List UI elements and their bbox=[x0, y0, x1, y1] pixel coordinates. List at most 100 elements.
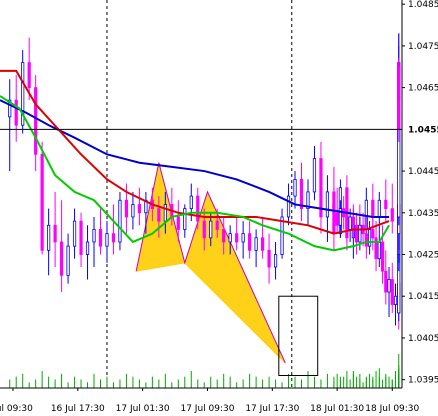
candle-body bbox=[241, 233, 245, 243]
candle-body bbox=[260, 237, 265, 251]
candle-body bbox=[335, 212, 339, 226]
candle-up bbox=[393, 283, 398, 326]
candle-body bbox=[312, 158, 317, 193]
candle-up bbox=[254, 229, 258, 268]
candle-body bbox=[118, 199, 122, 243]
candle-body bbox=[176, 216, 180, 230]
candle-body bbox=[293, 178, 297, 197]
candle-body bbox=[306, 191, 310, 210]
y-tick-label: 1.0395 bbox=[408, 376, 438, 386]
x-tick-label: 17 Jul 01:30 bbox=[116, 404, 170, 414]
candle-down bbox=[40, 141, 44, 255]
candle-down bbox=[27, 37, 31, 101]
candle-body bbox=[235, 233, 239, 243]
candle-body bbox=[98, 229, 103, 247]
candle-up bbox=[273, 241, 278, 280]
candle-body bbox=[105, 233, 109, 247]
candle-up bbox=[66, 233, 70, 284]
candle-down bbox=[332, 187, 336, 226]
candle-body bbox=[209, 220, 213, 239]
candle-up bbox=[183, 204, 187, 238]
candle-up bbox=[286, 183, 291, 226]
candle-body bbox=[21, 62, 25, 126]
candle-body bbox=[27, 62, 31, 89]
candle-down bbox=[222, 216, 226, 255]
candle-down bbox=[267, 233, 271, 284]
candle-up bbox=[8, 79, 12, 172]
candle-body bbox=[374, 237, 378, 260]
candle-body bbox=[47, 224, 51, 251]
candle-body bbox=[355, 224, 359, 243]
candle-body bbox=[137, 204, 142, 214]
candle-body bbox=[393, 295, 398, 305]
candle-body bbox=[40, 153, 44, 251]
candle-body bbox=[14, 99, 18, 126]
candle-body bbox=[196, 195, 200, 222]
candle-down bbox=[374, 221, 378, 272]
candle-body bbox=[202, 220, 206, 239]
moving-average-line-3 bbox=[0, 95, 390, 252]
candle-body bbox=[377, 199, 381, 218]
candle-body bbox=[34, 87, 38, 155]
candle-up bbox=[131, 191, 135, 230]
candle-up bbox=[241, 221, 245, 259]
candle-body bbox=[345, 216, 349, 230]
candle-body bbox=[332, 204, 336, 214]
session-separators bbox=[106, 0, 293, 388]
candle-up bbox=[228, 225, 232, 255]
candle-down bbox=[384, 179, 388, 222]
candle-body bbox=[367, 229, 372, 247]
candle-down bbox=[384, 250, 388, 305]
candle-down bbox=[260, 216, 265, 259]
candle-body bbox=[380, 241, 385, 272]
x-tick-label: 18 Jul 09:30 bbox=[365, 404, 419, 414]
candle-body bbox=[371, 229, 375, 239]
candle-body bbox=[59, 241, 64, 276]
candle-down bbox=[248, 221, 252, 259]
candle-down bbox=[351, 204, 355, 238]
candle-down bbox=[53, 191, 57, 268]
candle-up bbox=[105, 221, 109, 263]
x-tick-label: Jul 09:30 bbox=[0, 404, 33, 414]
candle-body bbox=[377, 241, 381, 260]
candle-up bbox=[306, 179, 310, 226]
candle-body bbox=[280, 216, 284, 255]
candle-body bbox=[222, 229, 226, 243]
candles bbox=[8, 33, 401, 330]
candle-body bbox=[338, 208, 343, 226]
candle-body bbox=[111, 233, 116, 243]
candle-down bbox=[157, 196, 161, 238]
candle-body bbox=[371, 199, 375, 218]
candle-body bbox=[53, 224, 57, 243]
candle-body bbox=[85, 241, 90, 255]
candle-body bbox=[72, 220, 77, 247]
candle-body bbox=[189, 195, 193, 210]
candle-up bbox=[280, 208, 284, 259]
candle-body bbox=[163, 204, 167, 222]
candle-body bbox=[66, 245, 70, 276]
candle-body bbox=[299, 178, 304, 210]
candle-down bbox=[34, 75, 38, 172]
candle-down bbox=[390, 262, 394, 313]
candle-up bbox=[118, 191, 122, 251]
y-axis-ticks: 1.0485 1.0475 1.0465 1.0445 1.0435 1.0425 1.04… bbox=[402, 0, 438, 386]
candle-down bbox=[111, 204, 116, 255]
candle-down bbox=[355, 212, 359, 255]
y-tick-label: 1.0415 bbox=[408, 292, 438, 302]
candle-body bbox=[228, 233, 232, 243]
candle-down bbox=[176, 200, 180, 242]
candle-body bbox=[325, 191, 330, 218]
candle-down bbox=[196, 187, 200, 230]
y-tick-label: 1.0445 bbox=[408, 167, 438, 177]
moving-average-line-2 bbox=[0, 69, 390, 235]
x-tick-label: 16 Jul 17:30 bbox=[51, 404, 105, 414]
candle-body bbox=[364, 233, 368, 247]
volume-bars bbox=[9, 354, 400, 388]
candle-body bbox=[131, 204, 135, 218]
candle-body bbox=[92, 229, 96, 243]
candle-body bbox=[267, 249, 271, 268]
candle-body bbox=[384, 270, 388, 293]
candle-up bbox=[85, 225, 90, 280]
candle-body bbox=[390, 279, 394, 305]
pattern-target-box bbox=[278, 295, 319, 376]
